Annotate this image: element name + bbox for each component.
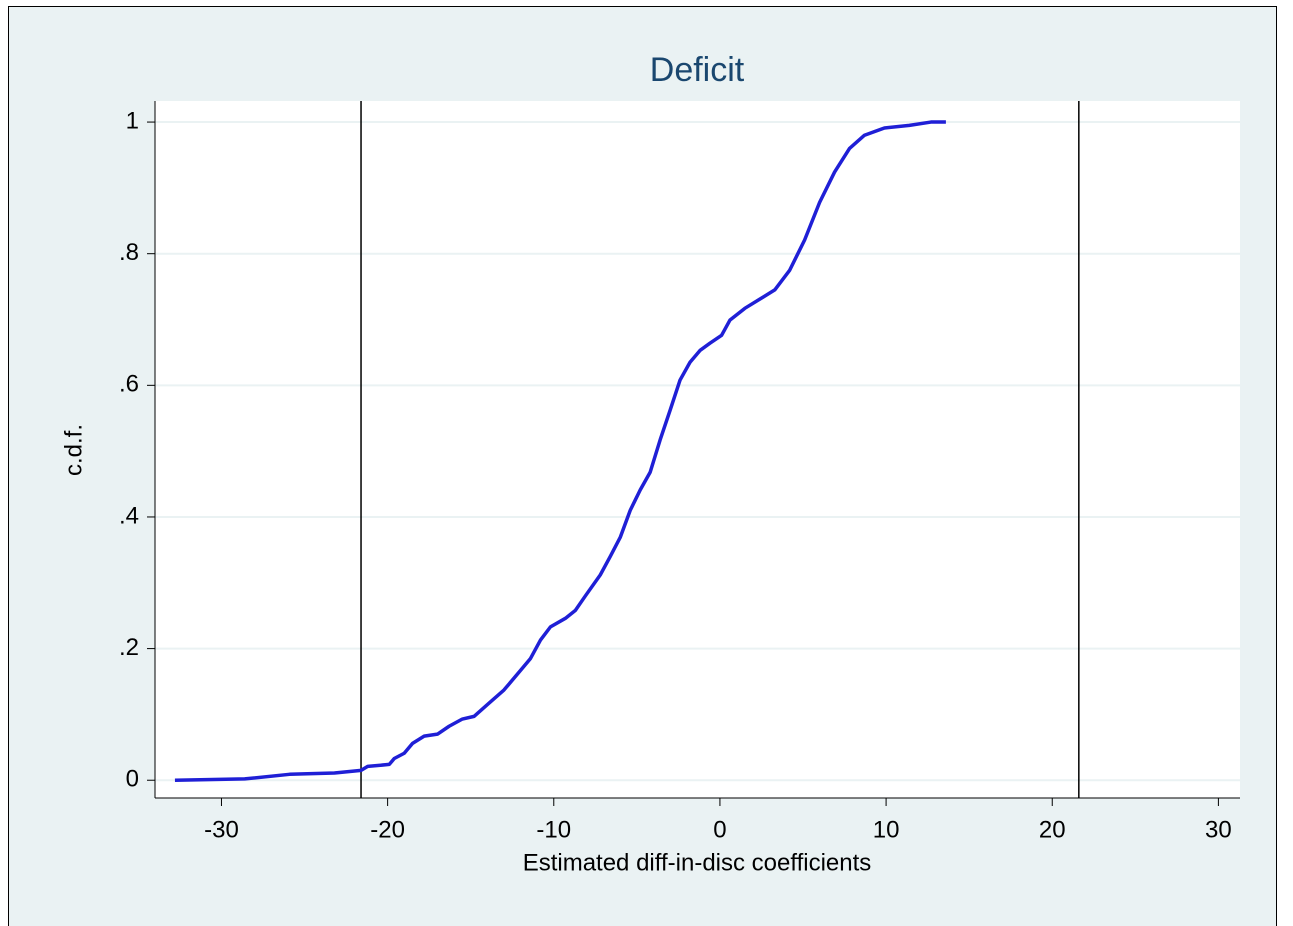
cdf-line <box>174 120 946 782</box>
x-axis-label: Estimated diff-in-disc coefficients <box>523 849 872 876</box>
x-tick-label: 10 <box>873 816 900 843</box>
y-axis-label: c.d.f. <box>60 424 87 476</box>
y-tick-label: .8 <box>119 239 139 266</box>
y-tick-label: .6 <box>119 371 139 398</box>
x-tick-label: -10 <box>536 816 571 843</box>
x-tick-label: 20 <box>1039 816 1066 843</box>
x-tick-label: 30 <box>1205 816 1232 843</box>
plot-area <box>155 101 1240 798</box>
y-tick-label: 1 <box>126 107 139 134</box>
x-tick-label: -30 <box>204 816 239 843</box>
y-tick-label: 0 <box>126 766 139 793</box>
x-tick-label: 0 <box>713 816 726 843</box>
x-tick-label: -20 <box>370 816 405 843</box>
y-tick-label: .2 <box>119 634 139 661</box>
chart-title: Deficit <box>650 51 745 89</box>
y-tick-label: .4 <box>119 502 139 529</box>
